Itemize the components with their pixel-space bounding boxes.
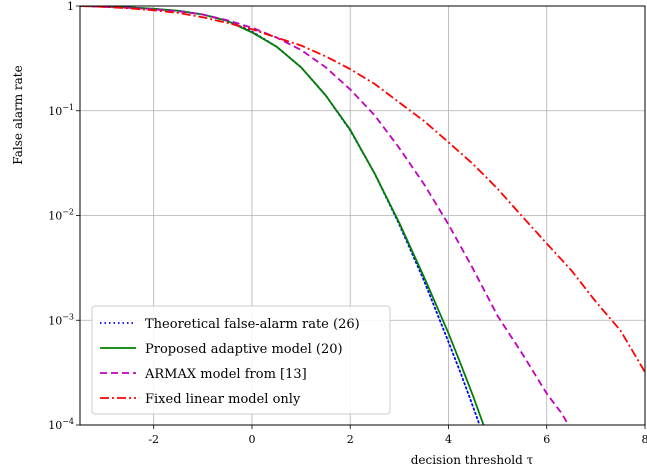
x-tick-label: 2 — [347, 433, 354, 446]
legend-entry-label: Proposed adaptive model (20) — [145, 342, 343, 357]
x-tick-label: 4 — [445, 433, 452, 446]
y-tick-base: 10 — [48, 105, 62, 118]
series-line — [80, 6, 485, 425]
y-tick-base: 10 — [48, 210, 62, 223]
legend-entry-label: Fixed linear model only — [145, 392, 301, 407]
y-tick-exponent: −1 — [62, 103, 74, 112]
y-tick-base: 10 — [48, 314, 62, 327]
legend-entry-label: ARMAX model from [13] — [144, 367, 307, 382]
x-axis-label: decision threshold τ — [411, 453, 534, 467]
series-lines — [80, 6, 645, 425]
y-tick-exponent: −4 — [62, 417, 74, 426]
y-tick-label: 10−2 — [48, 208, 74, 223]
series-line — [80, 6, 570, 425]
y-tick-exponent: −3 — [62, 312, 74, 321]
legend-frame — [91, 305, 391, 415]
x-tick-label: 6 — [543, 433, 550, 446]
x-tick-label: 0 — [248, 433, 255, 446]
legend-entry-label: Theoretical false-alarm rate (26) — [145, 317, 360, 332]
y-tick-label: 10−3 — [48, 312, 74, 327]
y-tick-label: 10−4 — [48, 417, 74, 432]
x-tick-label: -2 — [148, 433, 159, 446]
x-tick-label: 8 — [642, 433, 647, 446]
axis-ticks: -2 0 2 4 6 810−410−310−210−11 — [48, 0, 647, 446]
y-tick-base: 10 — [48, 419, 62, 432]
y-tick-exponent: −2 — [62, 208, 74, 217]
series-line — [80, 6, 645, 373]
y-tick-base: 1 — [67, 0, 74, 13]
y-tick-label: 10−1 — [48, 103, 74, 118]
y-tick-label: 1 — [67, 0, 74, 13]
y-axis-label: False alarm rate — [11, 65, 25, 164]
legend: Theoretical false-alarm rate (26) Propose… — [91, 305, 391, 415]
